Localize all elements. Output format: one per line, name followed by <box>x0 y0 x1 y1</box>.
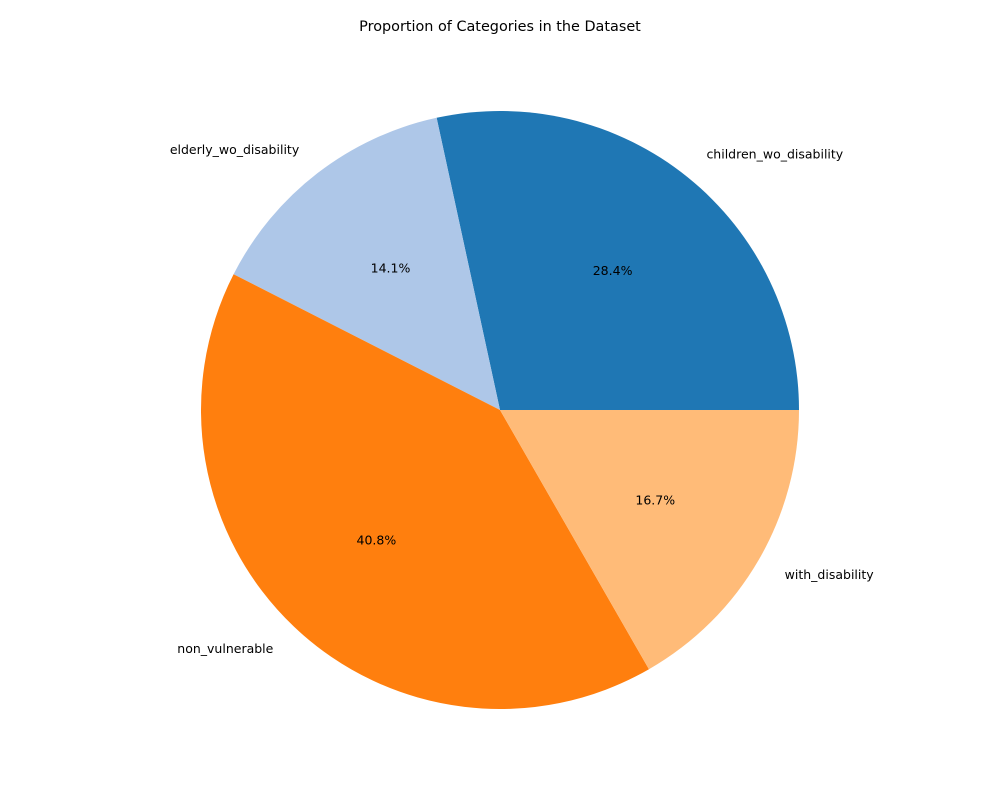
chart-title: Proportion of Categories in the Dataset <box>359 19 641 35</box>
pct-label-with-disability: 16.7% <box>635 492 675 507</box>
pct-label-non-vulnerable: 40.8% <box>357 533 397 548</box>
slice-label-elderly-wo-disability: elderly_wo_disability <box>170 142 300 157</box>
slice-label-with-disability: with_disability <box>785 567 875 582</box>
pie-slice-with-disability <box>500 410 799 670</box>
pct-label-elderly-wo-disability: 14.1% <box>371 260 411 275</box>
pie-slice-non-vulnerable <box>201 274 649 709</box>
slice-label-non-vulnerable: non_vulnerable <box>177 641 273 656</box>
pie-slice-elderly-wo-disability <box>233 117 500 411</box>
slice-label-children-wo-disability: children_wo_disability <box>706 146 843 161</box>
pie-labels: 28.4% children_wo_disability 14.1% elderly_… <box>170 142 874 656</box>
pct-label-children-wo-disability: 28.4% <box>593 263 633 278</box>
pie-slices <box>201 111 799 709</box>
pie-slice-children-wo-disability <box>436 111 799 411</box>
